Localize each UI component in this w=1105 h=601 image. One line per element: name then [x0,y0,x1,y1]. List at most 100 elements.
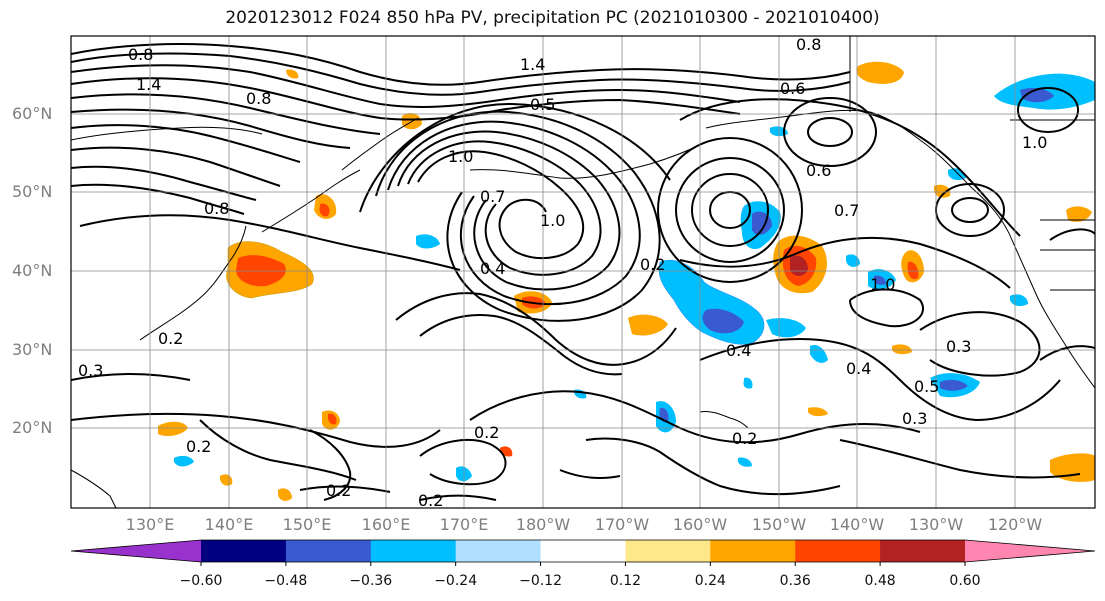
colorbar-tick-label: −0.36 [349,573,393,589]
precip-negative-area [846,254,860,267]
colorbar-tick-label: −0.24 [434,573,478,589]
lon-label: 130°E [125,515,175,534]
precip-positive-area [628,314,668,336]
precip-negative-area [743,377,753,389]
coastline-philippines [71,469,117,508]
lon-label: 140°W [829,515,885,534]
lon-label: 140°E [204,515,254,534]
coastline-northamerica [1011,239,1095,389]
border-canada [1010,119,1095,291]
precipitation-shading [158,61,1095,501]
map-frame [70,35,1096,509]
colorbar-extend-min [71,540,201,562]
contour-label: 0.7 [834,201,859,220]
colorbar-segment [795,540,881,562]
contour-label: 0.2 [640,255,665,274]
contour-label: 0.6 [780,79,805,98]
precip-negative-area [874,275,886,285]
map-title: 2020123012 F024 850 hPa PV, precipitatio… [225,8,880,28]
precip-positive-area [286,69,299,79]
colorbar-segment [285,540,372,562]
colorbar-segment [710,540,796,562]
contour-label: 0.8 [128,45,153,64]
contour-label: 1.0 [540,211,565,230]
colorbar-segment [201,540,287,562]
lat-label: 40°N [12,261,53,280]
precip-positive-area [856,61,904,84]
contour-labels: 0.8 1.4 0.8 0.5 1.4 0.8 0.6 1.0 0.6 0.7 … [78,35,1047,510]
precip-positive-area [1050,453,1095,482]
lon-label: 130°W [908,515,964,534]
precip-negative-area [702,308,744,334]
precip-positive-area [158,421,188,436]
precip-positive-area [328,413,337,425]
precip-negative-area [940,379,968,391]
contour-label: 0.4 [726,341,751,360]
contour-label: 0.6 [806,161,831,180]
precip-positive-area [907,261,919,280]
coastline-asia [71,126,263,141]
contour-label: 0.2 [158,329,183,348]
coastline-japan [139,225,247,341]
lat-label: 30°N [12,340,53,359]
colorbar-tick-label: 0.48 [864,573,896,589]
colorbar-tick-label: −0.48 [264,573,308,589]
precip-positive-area [278,488,292,501]
colorbar-tick-label: −0.12 [519,573,562,589]
lon-label: 180°W [515,515,571,534]
lon-label: 160°E [361,515,411,534]
contour-label: 0.2 [418,491,443,510]
lat-label: 50°N [12,182,53,201]
precip-positive-area [808,407,828,417]
colorbar-segment [540,540,626,562]
contour-label: 0.8 [796,35,821,54]
colorbar-tick-label: −0.60 [179,573,223,589]
contour-label: 1.0 [448,147,473,166]
colorbar-tick-label: 0.12 [609,573,642,589]
colorbar-segment [455,540,542,562]
precip-negative-area [738,457,752,467]
contour-label: 0.5 [530,95,555,114]
colorbar-tick-label: 0.60 [949,573,981,589]
precip-negative-area [174,455,194,467]
colorbar [70,539,1096,566]
coastline-aleutians [469,141,707,179]
contour-label: 0.7 [480,187,505,206]
lat-label: 20°N [12,418,53,437]
contour-label: 0.4 [846,359,871,378]
lat-label: 60°N [12,104,53,123]
contour-label: 0.2 [326,481,351,500]
precip-negative-area [766,318,806,338]
precip-negative-area [416,234,440,249]
lon-label: 150°W [751,515,807,534]
contour-label: 0.3 [902,409,927,428]
contour-label: 0.8 [204,199,229,218]
contour-label: 0.3 [946,337,971,356]
precip-negative-area [1010,294,1028,307]
contour-label: 0.5 [914,377,939,396]
colorbar-extend-max [965,540,1095,562]
contour-label: 0.3 [78,361,103,380]
coastline-kamchatka [341,117,419,171]
map-plot-area: 0.8 1.4 0.8 0.5 1.4 0.8 0.6 1.0 0.6 0.7 … [71,35,1095,510]
lon-label: 120°W [987,515,1043,534]
contour-label: 0.2 [474,423,499,442]
precip-negative-area [810,344,828,363]
contour-label: 0.8 [246,89,271,108]
contour-label: 1.0 [1022,133,1047,152]
lon-label: 170°E [439,515,489,534]
colorbar-tick-label: 0.36 [779,573,811,589]
lon-label: 160°W [672,515,728,534]
contour-label: 0.4 [480,259,505,278]
precip-positive-area [1066,206,1092,222]
precip-negative-area [1020,88,1054,103]
coastlines [71,36,1095,508]
contour-label: 0.2 [186,437,211,456]
lon-label: 170°W [594,515,650,534]
lon-label: 150°E [282,515,332,534]
colorbar-segment [880,540,966,562]
contour-label: 0.2 [732,429,757,448]
contour-label: 1.0 [870,275,895,294]
colorbar-segment [625,540,711,562]
